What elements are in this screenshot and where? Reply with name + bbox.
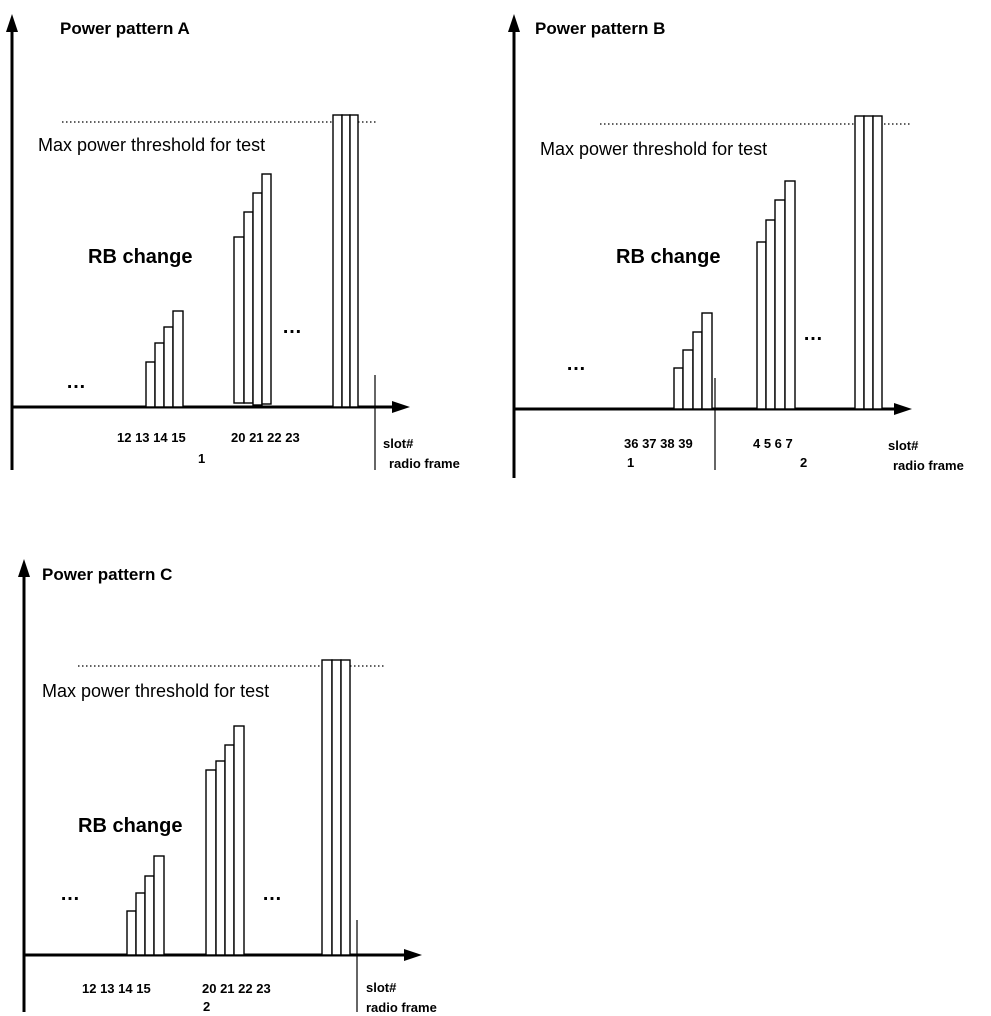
- slot-bar: [163, 326, 174, 408]
- slot-bar: [145, 361, 156, 408]
- slot-axis-label: slot#: [383, 436, 414, 451]
- slot-bar: [144, 875, 155, 956]
- threshold-label: Max power threshold for test: [540, 139, 767, 159]
- max-power-bar: [331, 659, 342, 956]
- ellipsis: …: [60, 883, 80, 905]
- slot-numbers: 20 21 22 23: [231, 430, 300, 445]
- slot-bar: [172, 310, 184, 408]
- slot-bar: [682, 349, 694, 410]
- slot-bar: [243, 211, 254, 404]
- ellipsis: …: [566, 353, 586, 375]
- slot-axis-label: slot#: [888, 438, 919, 453]
- max-power-bar: [321, 659, 333, 956]
- max-power-bar: [854, 115, 865, 410]
- slot-bar: [774, 199, 786, 410]
- ellipsis: …: [66, 371, 86, 393]
- slot-bar: [215, 760, 226, 956]
- slot-bar: [205, 769, 217, 956]
- max-power-bar: [332, 114, 343, 408]
- slot-bar: [233, 236, 245, 404]
- frame-number: 2: [203, 999, 210, 1014]
- max-power-bar: [341, 114, 351, 408]
- slot-numbers: 20 21 22 23: [202, 981, 271, 996]
- panel-power-pattern-a: Power pattern A Max power threshold for …: [6, 14, 460, 471]
- radio-frame-axis-label: radio frame: [366, 1000, 437, 1015]
- y-axis-arrowhead: [508, 14, 520, 32]
- slot-numbers: 12 13 14 15: [82, 981, 151, 996]
- max-power-bar: [872, 115, 883, 410]
- slot-bar: [233, 725, 245, 956]
- panel-title: Power pattern B: [535, 19, 665, 38]
- frame-number: 1: [198, 451, 205, 466]
- slot-bar: [252, 192, 263, 406]
- max-power-bar: [340, 659, 351, 956]
- slot-axis-label: slot#: [366, 980, 397, 995]
- rb-change-label: RB change: [616, 246, 720, 268]
- slot-bar: [701, 312, 713, 410]
- slot-bar: [673, 367, 684, 410]
- slot-numbers: 36 37 38 39: [624, 436, 693, 451]
- ellipsis: …: [803, 323, 823, 345]
- slot-bar: [756, 241, 767, 410]
- slot-bar: [224, 744, 235, 956]
- slot-numbers: 12 13 14 15: [117, 430, 186, 445]
- slot-bar: [135, 892, 146, 956]
- slot-bar: [784, 180, 796, 410]
- panel-power-pattern-b: Power pattern B Max power threshold for …: [508, 14, 964, 478]
- x-axis-arrowhead: [392, 401, 410, 413]
- radio-frame-axis-label: radio frame: [389, 456, 460, 471]
- y-axis-arrowhead: [6, 14, 18, 32]
- threshold-label: Max power threshold for test: [38, 135, 265, 155]
- slot-bar: [153, 855, 165, 956]
- frame-number: 2: [800, 455, 807, 470]
- slot-bar: [261, 173, 272, 405]
- rb-change-label: RB change: [78, 815, 182, 837]
- slot-numbers: 4 5 6 7: [753, 436, 793, 451]
- x-axis-arrowhead: [894, 403, 912, 415]
- panel-power-pattern-c: Power pattern C Max power threshold for …: [18, 559, 437, 1015]
- panel-title: Power pattern C: [42, 565, 172, 584]
- slot-bar: [126, 910, 137, 956]
- slot-bar: [765, 219, 776, 410]
- rb-change-label: RB change: [88, 246, 192, 268]
- ellipsis: …: [262, 883, 282, 905]
- slot-bar: [154, 342, 165, 408]
- threshold-label: Max power threshold for test: [42, 681, 269, 701]
- y-axis-arrowhead: [18, 559, 30, 577]
- slot-bar: [692, 331, 703, 410]
- max-power-bar: [349, 114, 359, 408]
- max-power-bar: [863, 115, 874, 410]
- radio-frame-axis-label: radio frame: [893, 458, 964, 473]
- panel-title: Power pattern A: [60, 19, 190, 38]
- x-axis-arrowhead: [404, 949, 422, 961]
- frame-number: 1: [627, 455, 634, 470]
- ellipsis: …: [282, 316, 302, 338]
